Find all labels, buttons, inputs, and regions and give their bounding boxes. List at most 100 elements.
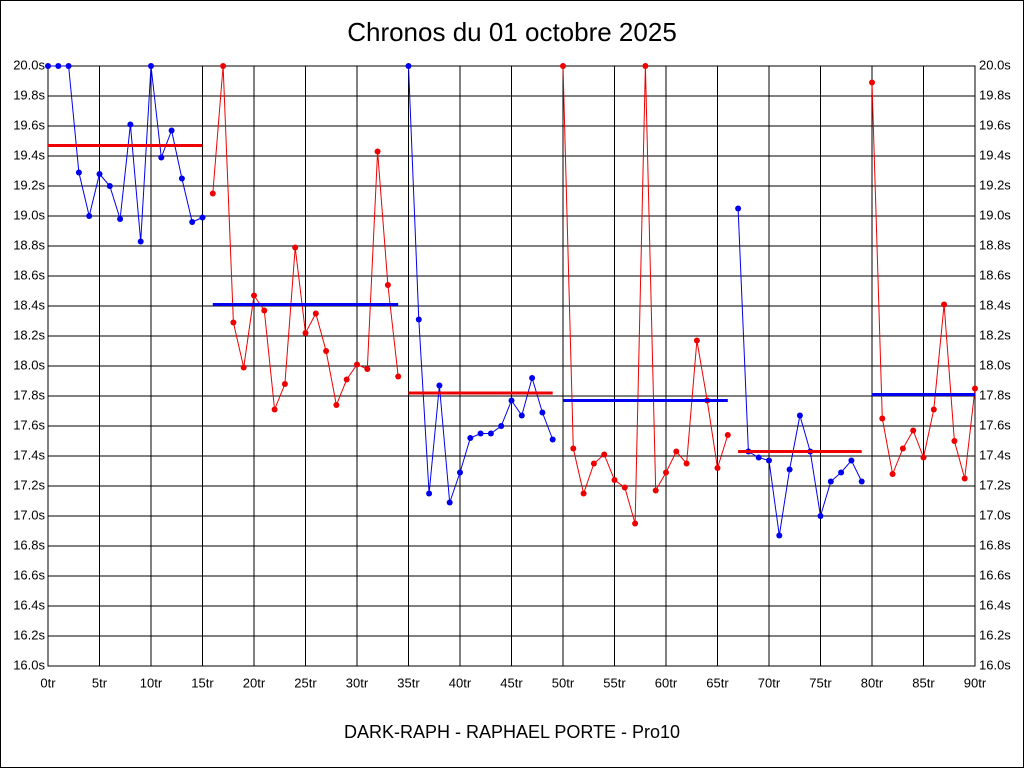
y-tick-label-right: 17.4s: [979, 447, 1011, 462]
point: [889, 471, 896, 477]
point: [827, 478, 834, 485]
y-tick-label: 19.4s: [13, 147, 45, 162]
point: [560, 63, 566, 69]
point: [364, 366, 371, 372]
y-tick-label: 16.8s: [13, 537, 45, 552]
y-tick-label: 18.2s: [13, 327, 45, 342]
point: [879, 415, 886, 422]
point: [178, 175, 185, 182]
point: [642, 63, 649, 69]
chart-title: Chronos du 01 octobre 2025: [347, 17, 677, 47]
point: [292, 244, 299, 251]
point: [910, 427, 917, 434]
footer: DARK-RAPH - RAPHAEL PORTE - Pro10: [344, 722, 680, 742]
point: [786, 466, 793, 473]
y-tick-label: 20.0s: [13, 57, 45, 72]
series-line: [48, 65, 203, 242]
point: [693, 337, 700, 344]
y-tick-label: 18.8s: [13, 237, 45, 252]
x-tick-label: 85tr: [912, 675, 935, 690]
point: [755, 454, 762, 461]
y-tick-label: 19.0s: [13, 207, 45, 222]
y-tick-label: 18.4s: [13, 297, 45, 312]
y-tick-label-right: 19.2s: [979, 177, 1011, 192]
point: [961, 475, 968, 482]
point: [230, 319, 237, 326]
point: [590, 460, 597, 467]
x-tick-label: 60tr: [655, 675, 678, 690]
point: [302, 330, 309, 336]
point: [848, 457, 855, 464]
point: [261, 307, 268, 314]
x-tick-label: 90tr: [964, 675, 987, 690]
point: [663, 469, 669, 476]
point: [621, 484, 628, 491]
y-tick-label: 17.6s: [13, 417, 45, 432]
y-tick-label-right: 18.6s: [979, 267, 1011, 282]
x-tick-label: 80tr: [861, 675, 884, 690]
point: [96, 171, 103, 177]
point: [724, 432, 731, 438]
point: [457, 469, 463, 476]
point: [570, 445, 577, 452]
y-tick-label: 19.8s: [13, 87, 45, 102]
y-tick-label: 19.6s: [13, 117, 45, 132]
point: [240, 364, 247, 371]
point: [158, 154, 165, 161]
point: [374, 148, 381, 155]
y-tick-label: 18.0s: [13, 357, 45, 372]
x-tick-label: 75tr: [809, 675, 832, 690]
point: [683, 460, 690, 467]
point: [45, 63, 51, 69]
point: [611, 477, 618, 483]
point: [446, 499, 453, 506]
point: [199, 214, 206, 221]
point: [838, 469, 845, 476]
point: [405, 63, 412, 69]
point: [796, 412, 803, 419]
y-tick-label-right: 17.8s: [979, 387, 1011, 402]
x-tick-label: 45tr: [500, 675, 523, 690]
y-tick-label-right: 18.4s: [979, 297, 1011, 312]
point: [127, 121, 134, 128]
y-tick-label-right: 19.8s: [979, 87, 1011, 102]
point: [899, 445, 906, 452]
point: [65, 63, 72, 69]
y-tick-label: 17.4s: [13, 447, 45, 462]
y-tick-label: 19.2s: [13, 177, 45, 192]
point: [55, 63, 62, 69]
point: [384, 282, 391, 288]
y-tick-label-right: 18.8s: [979, 237, 1011, 252]
point: [220, 63, 227, 69]
point: [343, 376, 350, 383]
point: [86, 213, 93, 219]
x-tick-label: 5tr: [92, 675, 108, 690]
x-tick-label: 20tr: [243, 675, 266, 690]
point: [168, 127, 175, 134]
y-tick-label: 16.2s: [13, 627, 45, 642]
y-tick-label: 16.4s: [13, 597, 45, 612]
y-tick-label-right: 19.4s: [979, 147, 1011, 162]
point: [75, 169, 82, 176]
point: [498, 423, 505, 429]
point: [477, 430, 484, 437]
y-tick-label-right: 18.0s: [979, 357, 1011, 372]
point: [529, 375, 536, 381]
point: [271, 406, 278, 413]
point: [415, 316, 422, 323]
y-tick-label-right: 16.6s: [979, 567, 1011, 582]
point: [281, 381, 288, 387]
point: [766, 457, 772, 464]
point: [106, 183, 113, 189]
x-tick-label: 70tr: [758, 675, 781, 690]
x-tick-label: 25tr: [294, 675, 317, 690]
point: [580, 490, 587, 497]
point: [395, 373, 402, 380]
y-tick-label: 17.2s: [13, 477, 45, 492]
x-tick-label: 10tr: [140, 675, 163, 690]
y-tick-label-right: 16.2s: [979, 627, 1011, 642]
point: [601, 451, 608, 458]
y-tick-label-right: 18.2s: [979, 327, 1011, 342]
